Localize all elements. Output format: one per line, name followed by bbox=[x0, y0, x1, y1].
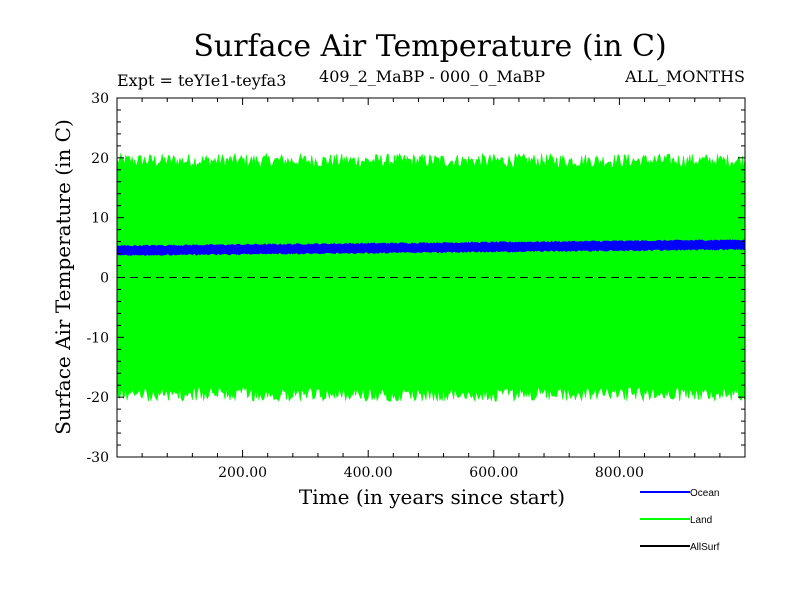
y-tick-label: -30 bbox=[86, 450, 109, 466]
legend-label-allsurf: AllSurf bbox=[690, 542, 720, 553]
y-tick-label: 30 bbox=[91, 91, 109, 107]
x-tick-label: 800.00 bbox=[595, 465, 644, 481]
x-tick-label: 600.00 bbox=[469, 465, 518, 481]
legend: Ocean Land AllSurf bbox=[640, 488, 720, 553]
x-tick-label: 400.00 bbox=[344, 465, 393, 481]
y-tick-label: 0 bbox=[100, 271, 109, 287]
y-tick-label: 20 bbox=[91, 151, 109, 167]
x-axis-label: Time (in years since start) bbox=[299, 485, 565, 509]
y-tick-label: -10 bbox=[86, 330, 109, 346]
x-tick-label: 200.00 bbox=[218, 465, 267, 481]
data-layer bbox=[116, 152, 746, 403]
y-tick-label: 10 bbox=[91, 211, 109, 227]
axes-layer: -30 -20 -10 0 10 20 30 200.00 400.00 600.00 800.00 bbox=[86, 91, 746, 481]
experiment-label: Expt = teYIe1-teyfa3 bbox=[117, 71, 286, 90]
legend-label-ocean: Ocean bbox=[690, 488, 719, 499]
chart-title: Surface Air Temperature (in C) bbox=[193, 29, 666, 64]
comparison-label: 409_2_MaBP - 000_0_MaBP bbox=[319, 67, 545, 86]
y-tick-label: -20 bbox=[86, 390, 109, 406]
y-axis-label: Surface Air Temperature (in C) bbox=[51, 119, 75, 435]
months-label: ALL_MONTHS bbox=[624, 67, 745, 86]
legend-label-land: Land bbox=[690, 515, 712, 526]
